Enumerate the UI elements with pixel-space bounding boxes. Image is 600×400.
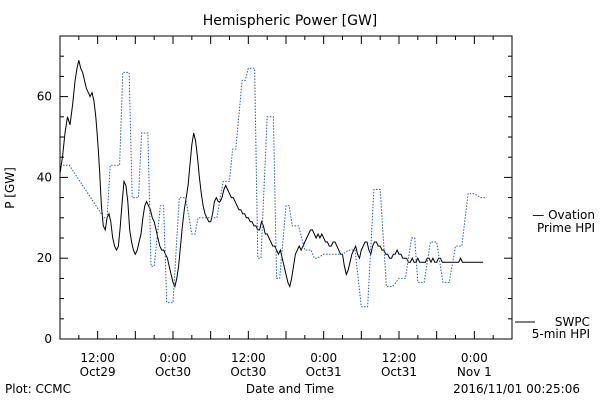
plot-credit: Plot: CCMC	[5, 382, 71, 396]
x-axis: 12:00Oct290:00Oct3012:00Oct300:00Oct3112…	[59, 36, 513, 379]
x-tick-date-label: Oct30	[230, 365, 266, 379]
x-axis-label: Date and Time	[246, 382, 334, 396]
x-tick-time-label: 12:00	[231, 351, 266, 365]
y-tick-label: 0	[44, 332, 52, 346]
legend-ovation: — Ovation Prime HPI	[532, 208, 595, 235]
legend-swpc-label: SWPC	[555, 315, 590, 329]
x-tick-time-label: 12:00	[382, 351, 417, 365]
y-axis-label: P [GW]	[3, 167, 17, 209]
series-layer	[59, 60, 487, 308]
x-tick-time-label: 0:00	[160, 351, 187, 365]
x-tick-time-label: 12:00	[80, 351, 115, 365]
x-tick-date-label: Nov 1	[457, 365, 492, 379]
x-tick-date-label: Oct30	[155, 365, 191, 379]
plot-area-frame	[59, 35, 513, 340]
x-tick-date-label: Oct31	[381, 365, 417, 379]
y-tick-label: 40	[37, 170, 52, 184]
y-tick-label: 20	[37, 251, 52, 265]
plot-timestamp: 2016/11/01 00:25:06	[453, 382, 580, 396]
legend-swpc: SWPC 5-min HPI	[515, 315, 590, 341]
y-tick-label: 60	[37, 90, 52, 104]
x-tick-time-label: 0:00	[310, 351, 337, 365]
legend-swpc-label-line2: 5-min HPI	[532, 327, 590, 341]
x-tick-date-label: Oct29	[80, 365, 116, 379]
x-tick-time-label: 0:00	[461, 351, 488, 365]
series-ovation-line	[60, 67, 487, 308]
legend-ovation-label-line2: Prime HPI	[537, 221, 595, 235]
x-tick-date-label: Oct31	[306, 365, 342, 379]
series-swpc-line	[59, 60, 484, 289]
y-axis: 0 20 40 60	[37, 55, 512, 346]
legend-ovation-label: — Ovation	[532, 208, 595, 222]
chart-title: Hemispheric Power [GW]	[203, 13, 378, 29]
